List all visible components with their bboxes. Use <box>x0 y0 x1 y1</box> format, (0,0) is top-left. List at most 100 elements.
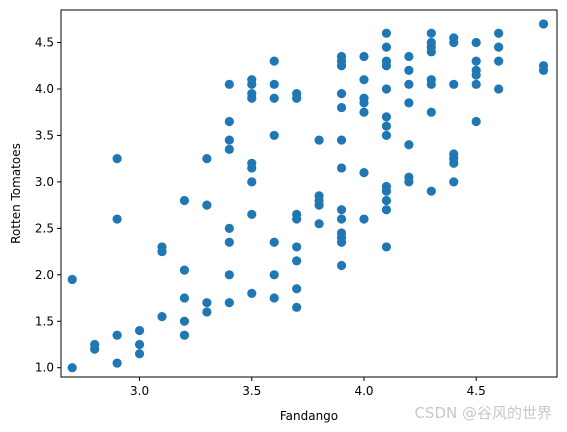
x-axis: 3.0 3.5 4.0 4.5 <box>130 377 486 398</box>
data-point <box>381 195 392 206</box>
data-point <box>381 205 392 215</box>
data-point <box>269 56 279 66</box>
data-point <box>314 219 324 229</box>
data-point <box>359 51 369 62</box>
data-point <box>471 79 481 89</box>
data-point <box>224 223 234 233</box>
data-point <box>157 312 167 322</box>
data-point <box>269 93 279 103</box>
data-point <box>471 56 481 66</box>
data-point <box>112 214 122 224</box>
data-point <box>426 47 436 57</box>
data-point <box>426 186 436 196</box>
y-axis: 1.0 1.5 2.0 2.5 3.0 3.5 4.0 4.5 <box>35 36 61 375</box>
data-point <box>404 98 414 108</box>
data-point <box>179 265 190 275</box>
x-tick-label: 3.5 <box>242 384 261 398</box>
data-point <box>449 158 459 168</box>
data-point <box>247 79 257 89</box>
data-point <box>179 330 190 340</box>
data-point <box>336 102 347 113</box>
data-point <box>134 325 145 336</box>
data-point <box>381 121 392 131</box>
data-point <box>381 186 392 196</box>
data-point <box>381 84 392 94</box>
data-point <box>247 93 257 103</box>
data-point <box>292 93 302 103</box>
data-point <box>202 154 212 164</box>
data-point <box>112 358 122 368</box>
data-point <box>336 61 347 71</box>
data-point <box>336 205 347 215</box>
data-point <box>359 75 369 85</box>
y-axis-title: Rotten Tomatoes <box>9 143 23 244</box>
x-tick-label: 4.5 <box>467 384 486 398</box>
y-tick-label: 4.5 <box>35 36 54 50</box>
data-point <box>471 70 481 80</box>
data-point <box>292 214 302 224</box>
y-tick-label: 4.0 <box>35 82 54 96</box>
data-point <box>247 163 257 173</box>
data-point <box>404 51 414 62</box>
data-point <box>426 28 436 38</box>
data-point <box>157 246 167 257</box>
data-point <box>336 89 347 99</box>
data-point <box>538 19 549 29</box>
watermark-text: CSDN @谷风的世界 <box>414 404 552 422</box>
data-point <box>224 298 234 308</box>
data-point <box>90 344 100 354</box>
data-point <box>359 107 369 117</box>
data-point <box>494 42 504 52</box>
data-point <box>538 65 549 75</box>
data-point <box>359 214 369 224</box>
data-point <box>494 56 504 66</box>
x-axis-title: Fandango <box>280 409 338 423</box>
points-layer <box>67 19 549 373</box>
data-point <box>202 307 212 317</box>
data-point <box>336 163 347 173</box>
data-point <box>336 135 347 145</box>
data-point <box>314 135 324 145</box>
data-point <box>494 28 504 38</box>
data-point <box>404 140 414 150</box>
data-point <box>314 200 324 210</box>
data-point <box>269 130 279 141</box>
data-point <box>269 79 279 89</box>
data-point <box>292 256 302 266</box>
y-tick-label: 2.5 <box>35 221 54 235</box>
y-tick-label: 3.0 <box>35 175 54 189</box>
data-point <box>426 107 436 117</box>
data-point <box>224 135 234 145</box>
data-point <box>449 79 459 89</box>
data-point <box>269 237 279 247</box>
data-point <box>336 237 347 247</box>
data-point <box>67 274 77 285</box>
y-tick-label: 3.5 <box>35 128 54 142</box>
data-point <box>336 260 347 271</box>
y-tick-label: 1.5 <box>35 314 54 328</box>
data-point <box>381 28 392 38</box>
data-point <box>269 270 279 280</box>
data-point <box>292 284 302 294</box>
data-point <box>336 214 347 224</box>
data-point <box>404 177 414 187</box>
data-point <box>359 98 369 108</box>
data-point <box>471 116 481 127</box>
y-tick-label: 2.0 <box>35 268 54 282</box>
data-point <box>134 339 145 350</box>
data-point <box>224 270 234 280</box>
data-point <box>112 330 122 340</box>
data-point <box>134 349 145 359</box>
data-point <box>426 79 436 89</box>
data-point <box>449 37 459 48</box>
data-point <box>292 302 302 312</box>
data-point <box>224 79 234 89</box>
data-point <box>269 293 279 303</box>
data-point <box>179 293 190 303</box>
data-point <box>381 112 392 122</box>
data-point <box>224 144 234 154</box>
plot-frame <box>60 9 558 378</box>
data-point <box>381 242 392 252</box>
data-point <box>381 42 392 52</box>
